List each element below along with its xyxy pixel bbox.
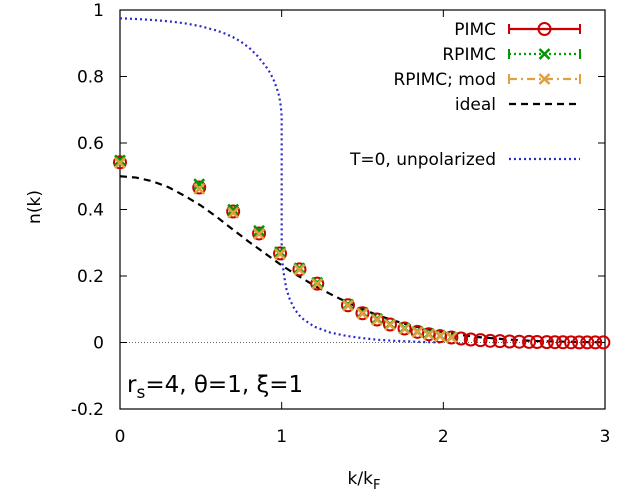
series-t-0-unpolarized bbox=[119, 17, 444, 344]
data-point bbox=[555, 335, 570, 350]
data-point bbox=[227, 206, 240, 219]
data-point bbox=[226, 204, 241, 219]
data-point bbox=[512, 334, 527, 349]
data-point bbox=[588, 335, 603, 350]
y-tick-label: 0.4 bbox=[77, 201, 104, 221]
y-axis-label: n(k) bbox=[25, 190, 45, 224]
data-point bbox=[397, 321, 412, 336]
data-point bbox=[114, 154, 126, 167]
data-point bbox=[564, 335, 579, 350]
data-point bbox=[463, 332, 478, 347]
series-line bbox=[119, 17, 444, 344]
y-tick-label: -0.2 bbox=[71, 400, 104, 420]
annotation-r: r bbox=[127, 372, 137, 398]
data-point bbox=[537, 22, 552, 36]
plot-border bbox=[119, 9, 606, 410]
legend-label: RPIMC bbox=[442, 45, 496, 65]
legend-entry: T=0, unpolarized bbox=[349, 150, 580, 170]
y-tick-label: 0.2 bbox=[77, 267, 104, 287]
legend-entry: RPIMC; mod bbox=[394, 70, 581, 90]
y-tick-label: 1 bbox=[93, 1, 104, 21]
data-point bbox=[311, 278, 324, 290]
series-rpimc-mod bbox=[114, 157, 458, 344]
data-point bbox=[253, 224, 265, 237]
series-layer bbox=[113, 17, 611, 350]
data-point bbox=[227, 203, 240, 216]
data-point bbox=[502, 334, 517, 349]
data-point bbox=[411, 326, 424, 339]
data-point bbox=[310, 276, 325, 291]
annotation-rest: =4, θ=1, ξ=1 bbox=[145, 372, 303, 398]
y-tick-label: 0.6 bbox=[77, 134, 104, 154]
annotation-sub: s bbox=[136, 383, 145, 403]
legend-entry: ideal bbox=[455, 95, 580, 115]
legend: PIMC RPIMC RPIMC; mod ideal T=0, unpolarized bbox=[349, 20, 581, 170]
data-point bbox=[580, 335, 595, 350]
data-point bbox=[193, 182, 206, 195]
data-point bbox=[193, 178, 206, 191]
data-point bbox=[422, 328, 435, 341]
parameters-annotation: rs=4, θ=1, ξ=1 bbox=[127, 372, 303, 403]
data-point bbox=[434, 330, 447, 343]
legend-label: RPIMC; mod bbox=[394, 70, 497, 90]
data-point bbox=[274, 246, 286, 258]
series-line bbox=[119, 175, 605, 344]
legend-label: ideal bbox=[455, 95, 496, 115]
data-point bbox=[492, 334, 507, 349]
data-point bbox=[292, 262, 307, 277]
data-point bbox=[356, 307, 369, 320]
data-point bbox=[572, 335, 587, 350]
data-point bbox=[547, 335, 562, 350]
x-tick-label: 2 bbox=[438, 427, 449, 447]
data-point bbox=[252, 226, 267, 241]
x-tick-label: 3 bbox=[600, 427, 611, 447]
data-point bbox=[113, 155, 127, 170]
data-point bbox=[293, 263, 306, 276]
y-tick-label: 0.8 bbox=[77, 68, 104, 88]
x-tick-label: 1 bbox=[276, 427, 287, 447]
series-ideal bbox=[119, 175, 605, 344]
plot-frame bbox=[119, 9, 606, 410]
legend-entry: PIMC bbox=[454, 20, 581, 40]
data-point bbox=[114, 157, 126, 169]
data-point bbox=[538, 73, 551, 85]
data-point bbox=[539, 335, 554, 350]
x-axis-label-main: k/k bbox=[348, 469, 374, 489]
legend-entry: RPIMC bbox=[442, 45, 581, 65]
data-point bbox=[398, 322, 411, 335]
data-point bbox=[253, 228, 265, 241]
data-point bbox=[530, 335, 545, 350]
data-point bbox=[445, 331, 458, 344]
data-point bbox=[370, 312, 385, 327]
x-tick-label: 0 bbox=[115, 427, 126, 447]
axis-ticks: 0 1 2 3 -0.2 0 0.2 0.4 0.6 0.8 1 bbox=[71, 1, 611, 447]
data-point bbox=[596, 335, 611, 350]
legend-label: T=0, unpolarized bbox=[349, 150, 496, 170]
data-point bbox=[522, 334, 537, 349]
data-point bbox=[483, 333, 498, 348]
series-rpimc bbox=[114, 154, 458, 344]
data-point bbox=[371, 313, 383, 326]
data-point bbox=[444, 330, 459, 345]
x-axis-label-subscript: F bbox=[373, 478, 380, 493]
data-point bbox=[340, 298, 355, 313]
x-axis-label: k/kF bbox=[348, 469, 381, 493]
data-point bbox=[192, 180, 207, 195]
data-point bbox=[274, 248, 286, 260]
data-point bbox=[538, 48, 551, 60]
data-point bbox=[342, 299, 354, 312]
data-point bbox=[355, 306, 370, 321]
data-point bbox=[473, 333, 488, 348]
legend-label: PIMC bbox=[454, 20, 496, 40]
data-point bbox=[454, 331, 469, 346]
data-point bbox=[273, 246, 288, 261]
series-pimc bbox=[113, 155, 611, 350]
data-point bbox=[382, 317, 397, 332]
data-point bbox=[384, 318, 396, 331]
y-tick-label: 0 bbox=[93, 334, 104, 354]
